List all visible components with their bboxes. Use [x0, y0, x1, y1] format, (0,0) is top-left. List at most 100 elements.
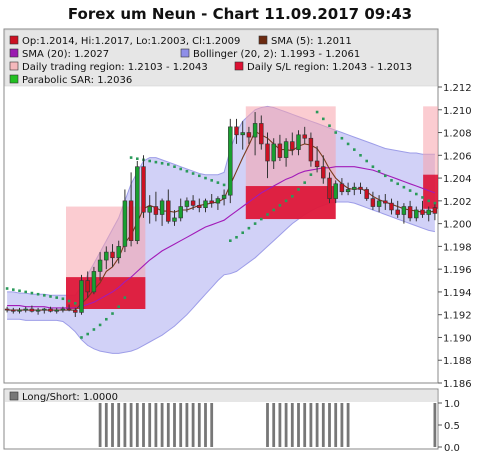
psar-dot: [415, 192, 418, 196]
candle-body: [11, 309, 16, 312]
sub-tick-label: 0.0: [444, 443, 460, 454]
price-tick-label: 1.194: [443, 288, 472, 299]
daily-sl-region-1: [66, 277, 146, 309]
candle-body: [327, 177, 332, 199]
sma5-line: [7, 130, 435, 311]
psar-dot: [266, 213, 269, 216]
psar-dot: [5, 287, 9, 290]
psar-dot: [67, 299, 71, 303]
sub-panel: Long/Short: 1.0000 0.0 0.5 1.0: [3, 388, 460, 454]
psar-dot: [235, 235, 238, 239]
candle-body: [104, 251, 109, 261]
price-tick-label: 1.206: [443, 151, 472, 162]
long-short-bar: [272, 403, 276, 447]
psar-dot: [408, 189, 412, 192]
long-short-bar: [179, 403, 183, 447]
price-tick-label: 1.186: [443, 379, 472, 390]
psar-dot: [359, 154, 362, 157]
candle-body: [395, 209, 400, 215]
candle-body: [66, 308, 72, 311]
candle-body: [321, 166, 326, 179]
long-short-bar: [173, 403, 176, 447]
sub-tick-label: 0.5: [444, 421, 460, 432]
long-short-bar: [204, 403, 207, 447]
psar-dot: [241, 231, 244, 235]
psar-dot: [421, 196, 424, 199]
long-short-bar: [197, 403, 201, 447]
psar-dot: [204, 176, 207, 180]
candle-body: [252, 123, 258, 138]
candle-body: [221, 194, 227, 199]
psar-dot: [353, 148, 356, 151]
long-short-bar: [328, 403, 331, 447]
candle-body: [209, 200, 214, 204]
long-short-bar: [135, 403, 139, 447]
psar-dot: [49, 295, 52, 298]
price-tick-label: 1.208: [443, 129, 472, 140]
long-short-bar: [98, 403, 102, 447]
main-plot-area: [4, 105, 438, 354]
candle-body: [401, 206, 407, 215]
candle-body: [178, 206, 183, 219]
psar-dot: [86, 332, 89, 336]
price-tick-label: 1.196: [443, 265, 472, 276]
candle-body: [190, 200, 196, 206]
psar-dot: [346, 142, 350, 146]
candle-body: [259, 123, 264, 145]
long-short-bar: [278, 403, 282, 447]
long-short-bar: [142, 403, 145, 447]
long-short-bar: [104, 403, 108, 447]
daily-sl-region-3: [245, 186, 336, 220]
sub-legend-label: Long/Short: 1.0000: [22, 392, 118, 403]
candle-body: [153, 206, 159, 215]
daily-trading-region-4: [423, 106, 438, 175]
psar-dot: [74, 302, 77, 305]
bollinger-lower-line: [7, 201, 435, 354]
legend-label: SMA (5): 1.2011: [271, 36, 352, 47]
psar-dot: [160, 161, 164, 165]
candle-body: [197, 205, 202, 208]
psar-dot: [80, 336, 83, 339]
psar-dot: [18, 289, 21, 293]
chart-title: Forex um Neun - Chart 11.09.2017 09:43: [68, 5, 412, 23]
psar-dot: [92, 328, 96, 331]
long-short-bar: [117, 403, 121, 447]
candle-body: [314, 160, 320, 167]
psar-dot: [315, 110, 319, 114]
candle-body: [426, 209, 431, 215]
psar-dot: [297, 188, 300, 191]
candle-body: [246, 132, 252, 138]
price-tick-label: 1.204: [443, 174, 472, 185]
candle-body: [420, 209, 425, 215]
legend-label: Daily trading region: 1.2103 - 1.2043: [22, 62, 208, 73]
long-short-bar: [321, 403, 325, 447]
psar-dot: [105, 317, 108, 321]
long-short-bar: [340, 403, 344, 447]
candle-body: [339, 183, 345, 193]
price-tick-label: 1.198: [443, 242, 472, 253]
psar-dot: [117, 305, 120, 309]
psar-dot: [179, 167, 182, 171]
legend-swatch: [258, 35, 268, 45]
legend-background: [4, 29, 438, 87]
psar-dot: [229, 239, 232, 242]
psar-dot: [384, 174, 387, 178]
legend-swatch: [9, 35, 19, 45]
candle-body: [147, 206, 152, 213]
candle-body: [172, 217, 177, 222]
psar-dot: [371, 165, 375, 168]
psar-dot: [278, 204, 282, 207]
candle-body: [370, 198, 376, 207]
psar-dot: [191, 172, 195, 175]
candle-body: [203, 200, 208, 208]
candle-body: [141, 166, 146, 213]
candle-body: [302, 134, 307, 139]
long-short-bar: [290, 403, 294, 447]
long-short-bar: [111, 403, 114, 447]
legend-swatch: [180, 48, 190, 58]
psar-dot: [309, 173, 313, 176]
legend-label: Parabolic SAR: 1.2036: [22, 75, 132, 86]
candle-body: [35, 309, 41, 312]
psar-dot: [291, 194, 294, 198]
